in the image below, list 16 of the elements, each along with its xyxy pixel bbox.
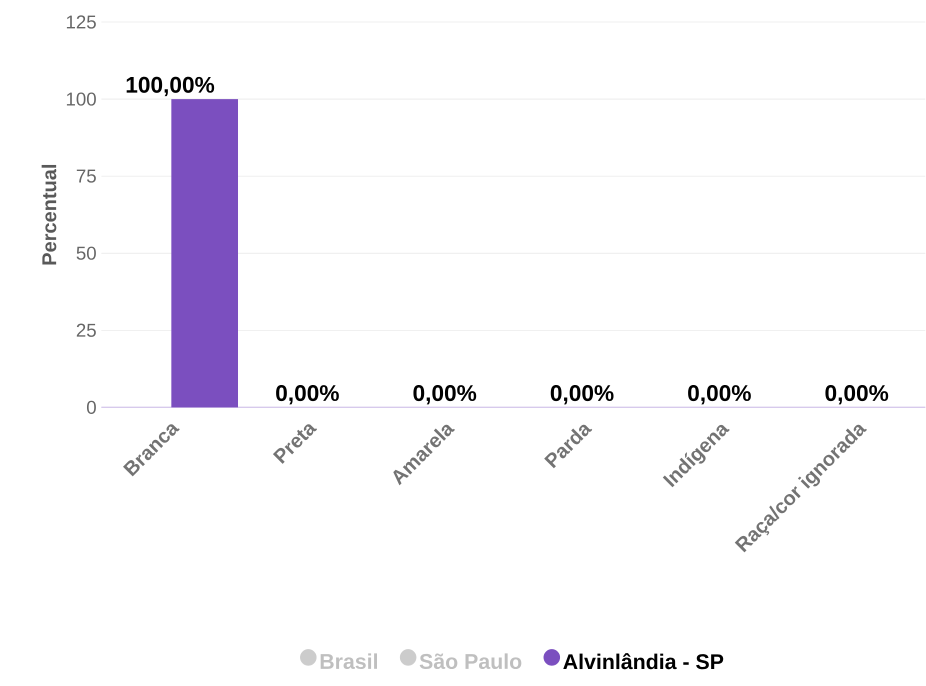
y-tick-label: 50	[76, 246, 96, 260]
data-label: 0,00%	[550, 385, 614, 404]
data-label: 0,00%	[276, 385, 339, 404]
legend-label: Alvinlândia - SP	[563, 653, 724, 670]
legend-label: São Paulo	[420, 653, 522, 670]
data-label: 100,00%	[126, 76, 214, 96]
y-tick-label: 0	[86, 400, 96, 414]
legend-label: Brasil	[320, 653, 378, 670]
y-tick-label: 75	[76, 170, 96, 183]
data-label: 0,00%	[825, 385, 888, 404]
y-tick-label: 25	[76, 324, 96, 337]
data-label: 0,00%	[413, 385, 476, 404]
y-axis-title: Percentual	[42, 164, 56, 264]
y-tick-label: 125	[66, 15, 96, 29]
data-label: 0,00%	[688, 385, 751, 404]
y-tick-label: 100	[66, 92, 96, 106]
